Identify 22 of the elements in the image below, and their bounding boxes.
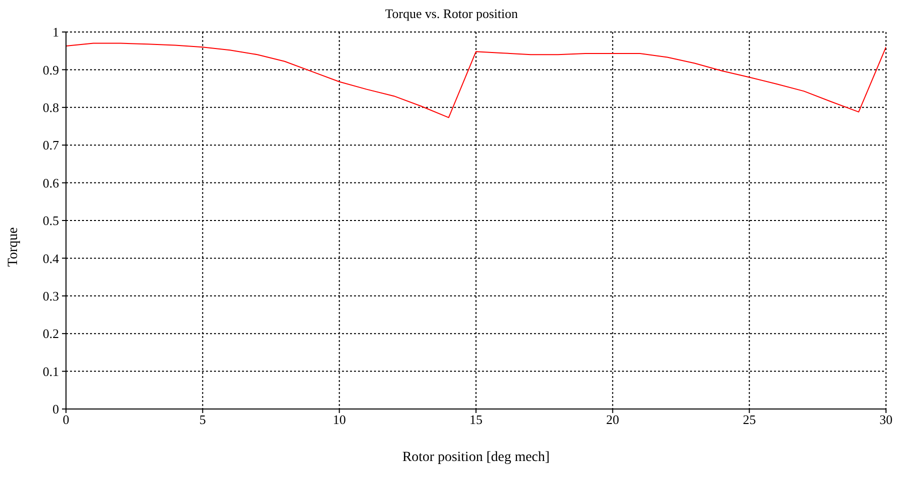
y-tick-label: 0.9: [42, 62, 59, 78]
x-tick-label: 20: [606, 412, 620, 428]
x-axis-title: Rotor position [deg mech]: [401, 450, 551, 466]
x-tick-label: 25: [742, 412, 756, 428]
x-tick-label: 5: [199, 412, 206, 428]
y-tick-label: 0.4: [42, 250, 60, 266]
y-tick-label: 0.1: [42, 364, 59, 379]
y-tick-label: 0.5: [42, 213, 59, 228]
y-tick-label: 0.3: [42, 288, 59, 304]
chart-title: Torque vs. Rotor position: [384, 6, 519, 22]
x-tick-label: 30: [880, 412, 892, 428]
y-tick-label: 0.2: [42, 326, 59, 342]
y-tick-label: 0.6: [42, 175, 60, 190]
y-tick-label: 1: [52, 24, 59, 40]
x-tick-label: 0: [62, 412, 70, 428]
x-tick-label: 15: [470, 412, 482, 428]
y-tick-label: 0: [52, 402, 59, 417]
x-tick-label: 10: [332, 412, 346, 428]
y-tick-label: 0.7: [42, 138, 60, 153]
line-series: [66, 42, 886, 118]
y-axis-title: Torque: [6, 226, 22, 269]
y-tick-label: 0.8: [42, 100, 59, 116]
